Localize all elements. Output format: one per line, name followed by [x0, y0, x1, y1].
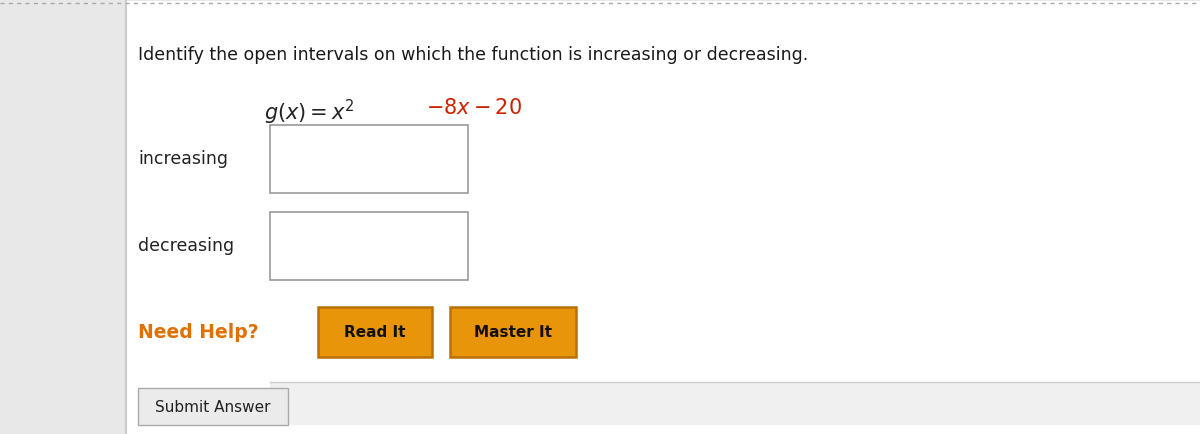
- FancyBboxPatch shape: [450, 307, 576, 357]
- Text: increasing: increasing: [138, 149, 228, 168]
- FancyBboxPatch shape: [126, 2, 1200, 434]
- Text: Identify the open intervals on which the function is increasing or decreasing.: Identify the open intervals on which the…: [138, 46, 809, 63]
- FancyBboxPatch shape: [270, 126, 468, 193]
- Text: Read It: Read It: [344, 325, 406, 339]
- Text: Submit Answer: Submit Answer: [155, 399, 271, 414]
- FancyBboxPatch shape: [270, 382, 1200, 425]
- FancyBboxPatch shape: [318, 307, 432, 357]
- FancyBboxPatch shape: [270, 213, 468, 280]
- Text: $\mathit{- 8x - 20}$: $\mathit{- 8x - 20}$: [426, 98, 522, 118]
- Text: Need Help?: Need Help?: [138, 322, 259, 342]
- Text: $g(x) = x^2$: $g(x) = x^2$: [264, 98, 355, 127]
- FancyBboxPatch shape: [138, 388, 288, 425]
- Text: Master It: Master It: [474, 325, 552, 339]
- Text: decreasing: decreasing: [138, 236, 234, 254]
